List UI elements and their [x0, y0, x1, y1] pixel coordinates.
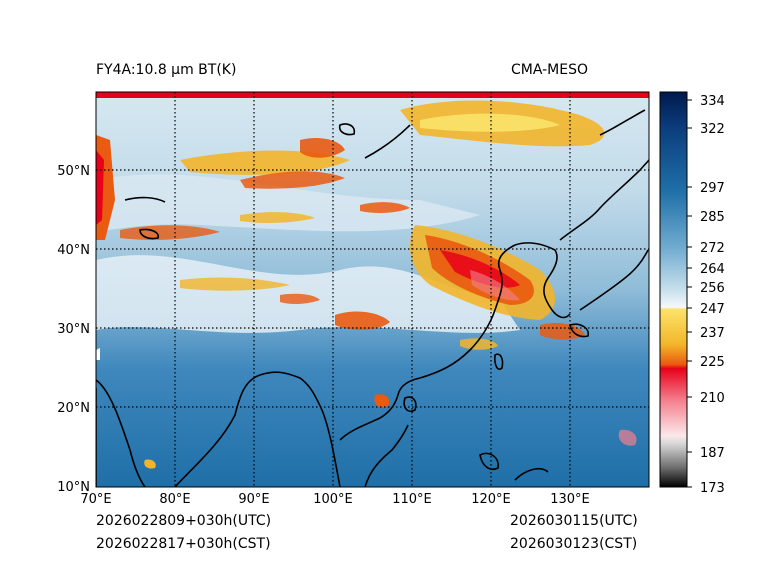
forecast-init-cst: 2026022817+030h(CST) — [96, 536, 271, 552]
colorbar-tick: 322 — [700, 122, 725, 137]
colorbar-tick: 247 — [700, 302, 725, 317]
lon-label: 90°E — [238, 492, 269, 507]
colorbar-tick: 334 — [700, 94, 725, 109]
colorbar-tick: 285 — [700, 210, 725, 225]
colorbar — [659, 91, 688, 488]
forecast-init-utc: 2026022809+030h(UTC) — [96, 513, 272, 529]
lat-label: 30°N — [57, 322, 90, 337]
lat-label: 40°N — [57, 243, 90, 258]
colorbar-tick: 272 — [700, 241, 725, 256]
colorbar-tick: 237 — [700, 326, 725, 341]
colorbar-tick: 264 — [700, 262, 725, 277]
map-frame — [95, 91, 650, 488]
lat-label: 20°N — [57, 401, 90, 416]
colorbar-tick-marks — [687, 99, 692, 488]
colorbar-tick: 173 — [700, 481, 725, 496]
lon-label: 110°E — [392, 492, 432, 507]
coastlines — [96, 109, 649, 487]
lon-label: 100°E — [313, 492, 353, 507]
colorbar-tick: 297 — [700, 181, 725, 196]
product-title: FY4A:10.8 µm BT(K) — [96, 62, 237, 78]
model-title: CMA-MESO — [511, 62, 589, 78]
valid-time-utc: 2026030115(UTC) — [510, 513, 638, 529]
latitude-labels: 50°N 40°N 30°N 20°N 10°N — [57, 164, 90, 495]
colorbar-tick-labels: 334 322 297 285 272 264 256 247 237 225 … — [700, 94, 725, 496]
colorbar-tick: 187 — [700, 446, 725, 461]
colorbar-tick: 256 — [700, 281, 725, 296]
colorbar-tick: 225 — [700, 355, 725, 370]
lat-label: 10°N — [57, 480, 90, 495]
graticule — [96, 92, 649, 487]
valid-time-cst: 2026030123(CST) — [510, 536, 638, 552]
lon-label: 120°E — [471, 492, 511, 507]
brightness-temperature-field — [96, 92, 649, 487]
lon-label: 130°E — [550, 492, 590, 507]
longitude-labels: 70°E 80°E 90°E 100°E 110°E 120°E 130°E — [80, 492, 589, 507]
lon-label: 70°E — [80, 492, 111, 507]
lon-label: 80°E — [159, 492, 190, 507]
colorbar-tick: 210 — [700, 391, 725, 406]
lat-label: 50°N — [57, 164, 90, 179]
